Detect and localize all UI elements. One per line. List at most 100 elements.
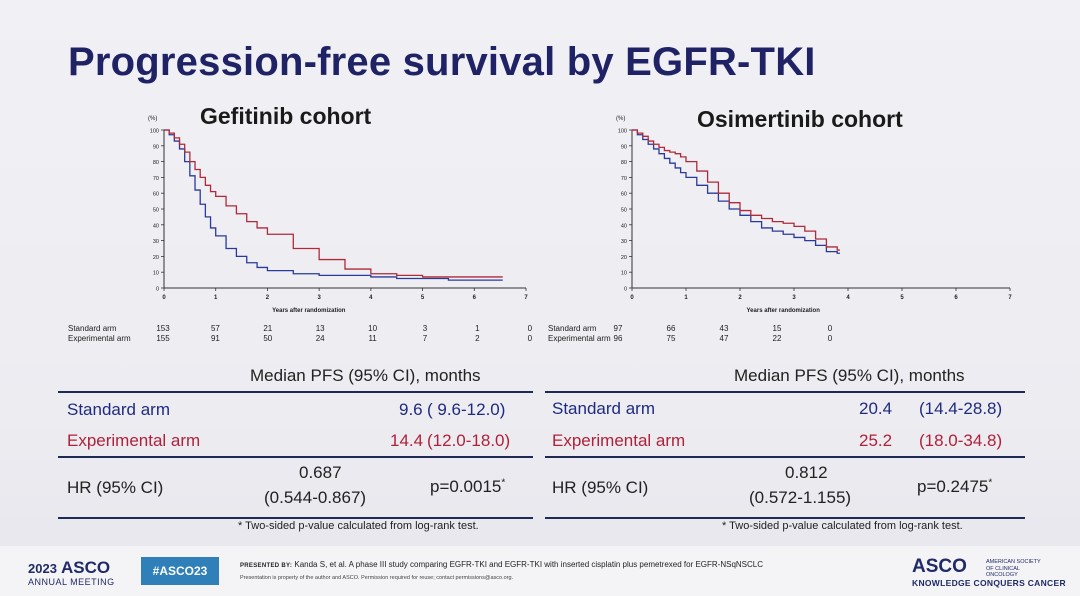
gefitinib-km-plot: 0 10 20 30 40 50 60 70 80 90 100 (%) 0 1 2 3 4 5 6 7 Years a…	[148, 116, 528, 314]
risk-count: 66	[666, 324, 676, 333]
x-tick-label: 3	[317, 295, 321, 301]
x-tick-label: 4	[846, 295, 850, 301]
standard-arm-median: 9.6	[399, 400, 423, 419]
slide-title: Progression-free survival by EGFR-TKI	[68, 40, 816, 84]
km-curve-experimental-arm	[632, 129, 840, 251]
y-tick-label: 80	[621, 160, 627, 166]
risk-count: 0	[527, 324, 533, 333]
meeting-subtitle: ANNUAL MEETING	[28, 577, 115, 587]
hr-label: HR (95% CI)	[67, 478, 164, 497]
experimental-arm-label: Experimental arm	[67, 431, 201, 450]
meeting-logo: 2023 ASCO	[28, 558, 111, 577]
x-axis-label: Years after randomization	[272, 308, 346, 314]
risk-count: 2	[475, 334, 480, 343]
y-tick-label: 10	[153, 271, 159, 277]
p-value: p=0.2475*	[917, 477, 993, 496]
table-rule	[545, 391, 1025, 393]
experimental-arm-ci: (18.0-34.8)	[919, 431, 1003, 450]
x-tick-label: 5	[421, 295, 425, 301]
y-tick-label: 0	[624, 287, 627, 293]
gefitinib-footnote: * Two-sided p-value calculated from log-…	[238, 520, 479, 532]
x-tick-label: 4	[369, 295, 373, 301]
y-tick-label: 0	[156, 287, 159, 293]
risk-count: 3	[422, 324, 428, 333]
median-pfs-header: Median PFS (95% CI), months	[734, 366, 965, 385]
standard-arm-ci: (14.4-28.8)	[919, 399, 1003, 418]
y-tick-label: 100	[150, 129, 159, 135]
osimertinib-footnote: * Two-sided p-value calculated from log-…	[722, 520, 963, 532]
table-rule	[58, 391, 533, 393]
presented-by: PRESENTED BY: Kanda S, et al. A phase II…	[240, 560, 764, 569]
asco-tagline: KNOWLEDGE CONQUERS CANCER	[912, 578, 1066, 588]
risk-count: 22	[772, 334, 782, 343]
osimertinib-summary-table: Median PFS (95% CI), months Standard arm…	[545, 362, 1025, 522]
asco-society-name: AMERICAN SOCIETY OF CLINICAL ONCOLOGY	[986, 559, 1041, 578]
risk-count: 7	[422, 334, 428, 343]
risk-row-label: Standard arm	[68, 324, 117, 333]
y-tick-label: 50	[621, 208, 627, 214]
risk-count: 43	[719, 324, 729, 333]
risk-count: 50	[263, 334, 273, 343]
median-pfs-header: Median PFS (95% CI), months	[250, 366, 481, 385]
experimental-arm-median: 14.4	[390, 431, 424, 450]
y-tick-label: 70	[621, 176, 627, 182]
table-rule	[58, 517, 533, 519]
table-rule	[545, 456, 1025, 458]
risk-row-label: Standard arm	[548, 324, 597, 333]
risk-count: 0	[827, 334, 833, 343]
y-tick-label: 20	[153, 255, 159, 261]
permission-notice: Presentation is property of the author a…	[240, 575, 514, 581]
asco-logo: ASCO	[912, 556, 967, 577]
y-axis-label: (%)	[148, 116, 157, 122]
y-tick-label: 30	[153, 239, 159, 245]
x-tick-label: 6	[473, 295, 477, 301]
risk-count: 13	[315, 324, 325, 333]
risk-count: 97	[613, 324, 623, 333]
y-tick-label: 70	[153, 176, 159, 182]
risk-row-label: Experimental arm	[68, 334, 131, 343]
x-tick-label: 5	[900, 295, 904, 301]
p-value: p=0.0015*	[430, 477, 506, 496]
osimertinib-km-plot: 0 10 20 30 40 50 60 70 80 90 100 (%) 0 1 2 3 4 5 6 7 Years a…	[616, 116, 1012, 314]
hr-ci: (0.544-0.867)	[264, 488, 367, 507]
experimental-arm-ci: (12.0-18.0)	[427, 431, 511, 450]
x-tick-label: 7	[1008, 295, 1012, 301]
risk-count: 91	[210, 334, 220, 343]
risk-count: 96	[613, 334, 623, 343]
x-tick-label: 2	[738, 295, 742, 301]
y-tick-label: 60	[153, 192, 159, 198]
y-tick-label: 60	[621, 192, 627, 198]
km-curve-standard-arm	[632, 129, 840, 254]
x-tick-label: 6	[954, 295, 958, 301]
osimertinib-chart-title: Osimertinib cohort	[697, 106, 903, 132]
y-tick-label: 80	[153, 160, 159, 166]
risk-count: 15	[772, 324, 782, 333]
experimental-arm-label: Experimental arm	[552, 431, 686, 450]
risk-count: 11	[368, 334, 377, 343]
y-tick-label: 90	[621, 144, 627, 150]
standard-arm-label: Standard arm	[67, 400, 170, 419]
km-curve-experimental-arm	[164, 129, 503, 278]
gefitinib-chart-title: Gefitinib cohort	[200, 103, 372, 129]
risk-count: 24	[315, 334, 325, 343]
risk-count: 155	[156, 334, 170, 343]
y-tick-label: 50	[153, 208, 159, 214]
y-tick-label: 20	[621, 255, 627, 261]
y-tick-label: 100	[618, 129, 627, 135]
risk-count: 10	[368, 324, 378, 333]
x-tick-label: 1	[214, 295, 218, 301]
risk-count: 1	[475, 324, 480, 333]
y-tick-label: 40	[153, 223, 159, 229]
risk-count: 47	[719, 334, 729, 343]
y-tick-label: 40	[621, 223, 627, 229]
risk-count: 75	[666, 334, 676, 343]
x-axis-label: Years after randomization	[747, 308, 821, 314]
x-tick-label: 2	[266, 295, 270, 301]
y-tick-label: 30	[621, 239, 627, 245]
x-tick-label: 3	[792, 295, 796, 301]
x-tick-label: 0	[630, 295, 634, 301]
risk-count: 21	[263, 324, 273, 333]
risk-count: 0	[827, 324, 833, 333]
hashtag-badge: #ASCO23	[141, 557, 219, 585]
